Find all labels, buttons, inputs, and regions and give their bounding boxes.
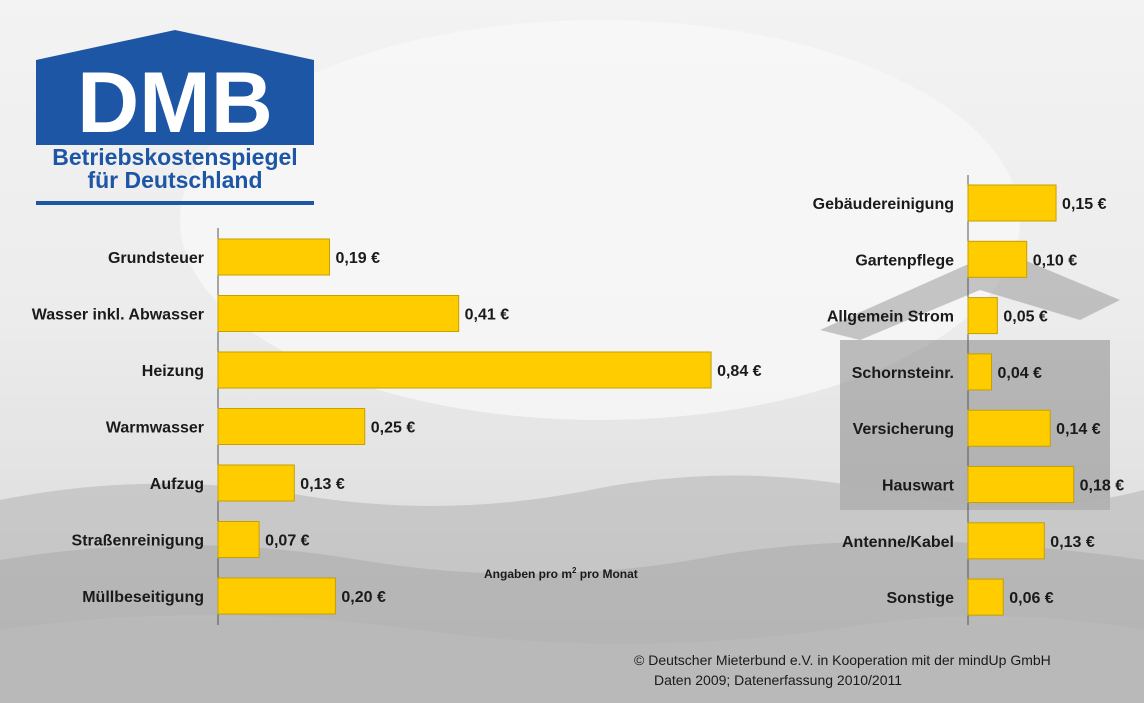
bar bbox=[967, 353, 992, 391]
category-label: Gebäudereinigung bbox=[813, 196, 954, 213]
value-label: 0,04 € bbox=[997, 365, 1042, 382]
footer-line-2: Daten 2009; Datenerfassung 2010/2011 bbox=[654, 672, 903, 688]
category-label: Versicherung bbox=[853, 421, 954, 438]
value-label: 0,20 € bbox=[341, 589, 386, 606]
bar bbox=[217, 577, 336, 615]
value-label: 0,15 € bbox=[1062, 196, 1107, 213]
bar bbox=[967, 522, 1045, 560]
left-bar-chart: Grundsteuer 0,19 € Wasser inkl. Abwasser 0,… bbox=[32, 228, 762, 625]
category-label: Antenne/Kabel bbox=[842, 534, 954, 551]
logo-letters: DMB bbox=[77, 55, 273, 145]
category-label: Straßenreinigung bbox=[72, 533, 204, 550]
category-label: Heizung bbox=[142, 363, 204, 380]
bar bbox=[217, 238, 331, 276]
category-label: Grundsteuer bbox=[108, 250, 204, 267]
logo-subtitle: Betriebskostenspiegel für Deutschland bbox=[36, 146, 314, 192]
category-label: Hauswart bbox=[882, 478, 955, 495]
bar bbox=[967, 578, 1004, 616]
unit-note-suffix: pro Monat bbox=[576, 567, 638, 581]
unit-note: Angaben pro m2 pro Monat bbox=[484, 566, 638, 581]
value-label: 0,06 € bbox=[1009, 590, 1054, 607]
logo-line-2: für Deutschland bbox=[87, 167, 263, 193]
bar bbox=[217, 295, 460, 332]
value-label: 0,25 € bbox=[371, 420, 416, 437]
value-label: 0,18 € bbox=[1080, 478, 1125, 495]
bar bbox=[967, 297, 998, 335]
category-label: Warmwasser bbox=[106, 420, 204, 437]
copyright-footer: © Deutscher Mieterbund e.V. in Kooperati… bbox=[634, 650, 1051, 690]
category-label: Schornsteinr. bbox=[852, 365, 954, 382]
unit-note-prefix: Angaben pro m bbox=[484, 567, 573, 581]
value-label: 0,14 € bbox=[1056, 421, 1101, 438]
bar bbox=[217, 521, 260, 558]
value-label: 0,13 € bbox=[300, 476, 345, 493]
logo-house-shape: DMB bbox=[36, 30, 314, 145]
category-label: Sonstige bbox=[886, 590, 954, 607]
category-label: Gartenpflege bbox=[855, 252, 954, 269]
bar bbox=[967, 409, 1051, 447]
value-label: 0,19 € bbox=[336, 250, 381, 267]
value-label: 0,07 € bbox=[265, 533, 310, 550]
right-bar-chart: Gebäudereinigung 0,15 € Gartenpflege 0,10 €… bbox=[813, 175, 1125, 625]
unit-note-superscript: 2 bbox=[572, 566, 577, 575]
value-label: 0,05 € bbox=[1003, 309, 1048, 326]
bar bbox=[217, 351, 712, 389]
value-label: 0,10 € bbox=[1033, 252, 1078, 269]
category-label: Aufzug bbox=[150, 476, 204, 493]
bar bbox=[967, 466, 1075, 503]
footer-line-1: © Deutscher Mieterbund e.V. in Kooperati… bbox=[634, 652, 1051, 668]
value-label: 0,13 € bbox=[1050, 534, 1095, 551]
logo-line-1: Betriebskostenspiegel bbox=[52, 144, 298, 170]
logo-underline bbox=[36, 201, 314, 205]
category-label: Wasser inkl. Abwasser bbox=[32, 307, 204, 324]
category-label: Müllbeseitigung bbox=[82, 589, 204, 606]
bar bbox=[967, 184, 1057, 222]
bar bbox=[967, 240, 1028, 278]
bar bbox=[217, 464, 295, 502]
value-label: 0,84 € bbox=[717, 363, 762, 380]
category-label: Allgemein Strom bbox=[827, 309, 954, 326]
dmb-logo: DMB Betriebskostenspiegel für Deutschlan… bbox=[36, 30, 314, 208]
bar bbox=[217, 408, 366, 445]
value-label: 0,41 € bbox=[465, 307, 510, 324]
